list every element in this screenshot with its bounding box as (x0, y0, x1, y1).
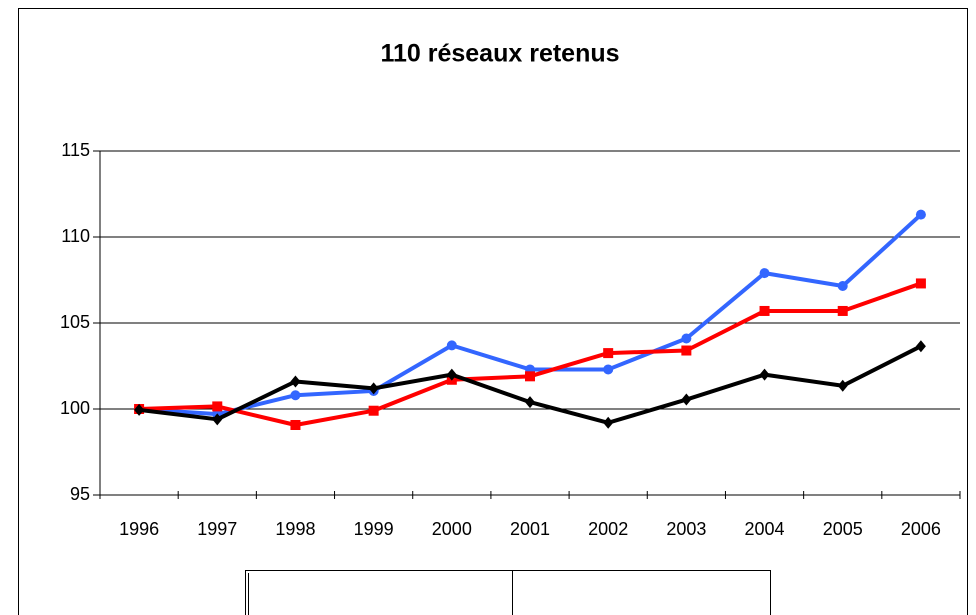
y-tick-label: 105 (60, 312, 90, 332)
legend-frame (245, 570, 771, 615)
x-tick-label: 2006 (901, 519, 941, 539)
x-tick-label: 1998 (275, 519, 315, 539)
y-tick-label: 115 (61, 140, 90, 160)
point (212, 401, 223, 412)
point (525, 371, 535, 382)
point (759, 268, 770, 279)
x-tick-label: 2004 (745, 519, 785, 539)
series-line (138, 213, 923, 417)
point (290, 375, 301, 388)
point (446, 368, 457, 381)
y-tick-label: 110 (61, 226, 90, 246)
point (212, 413, 223, 426)
point (368, 405, 379, 416)
x-tick-label: 2002 (588, 519, 628, 539)
x-tick-label: 2001 (510, 519, 550, 539)
point (681, 393, 692, 406)
point (915, 340, 926, 353)
point (759, 305, 770, 316)
point (837, 281, 848, 292)
series-line (138, 344, 922, 425)
x-tick-label: 1999 (354, 519, 394, 539)
x-tick-label: 1997 (197, 519, 237, 539)
point (134, 403, 145, 416)
legend-box (245, 570, 771, 615)
point (759, 368, 770, 381)
point (603, 348, 614, 359)
chart-title: 110 réseaux retenus (380, 40, 619, 68)
y-tick-label: 95 (70, 484, 90, 504)
x-tick-label: 2005 (823, 519, 863, 539)
point (837, 379, 848, 392)
chart-border (18, 8, 968, 615)
point (290, 390, 301, 401)
point (446, 340, 457, 351)
x-tick-label: 2000 (432, 519, 472, 539)
point (837, 305, 848, 316)
point (603, 416, 614, 429)
x-tick-label: 2003 (666, 519, 706, 539)
point (681, 333, 692, 344)
point (368, 382, 379, 395)
y-tick-label: 100 (60, 398, 90, 418)
x-tick-label: 1996 (119, 519, 159, 539)
point (915, 278, 926, 289)
point (681, 345, 692, 356)
point (290, 419, 301, 430)
point (915, 209, 926, 220)
point (603, 364, 614, 375)
point (525, 396, 535, 409)
